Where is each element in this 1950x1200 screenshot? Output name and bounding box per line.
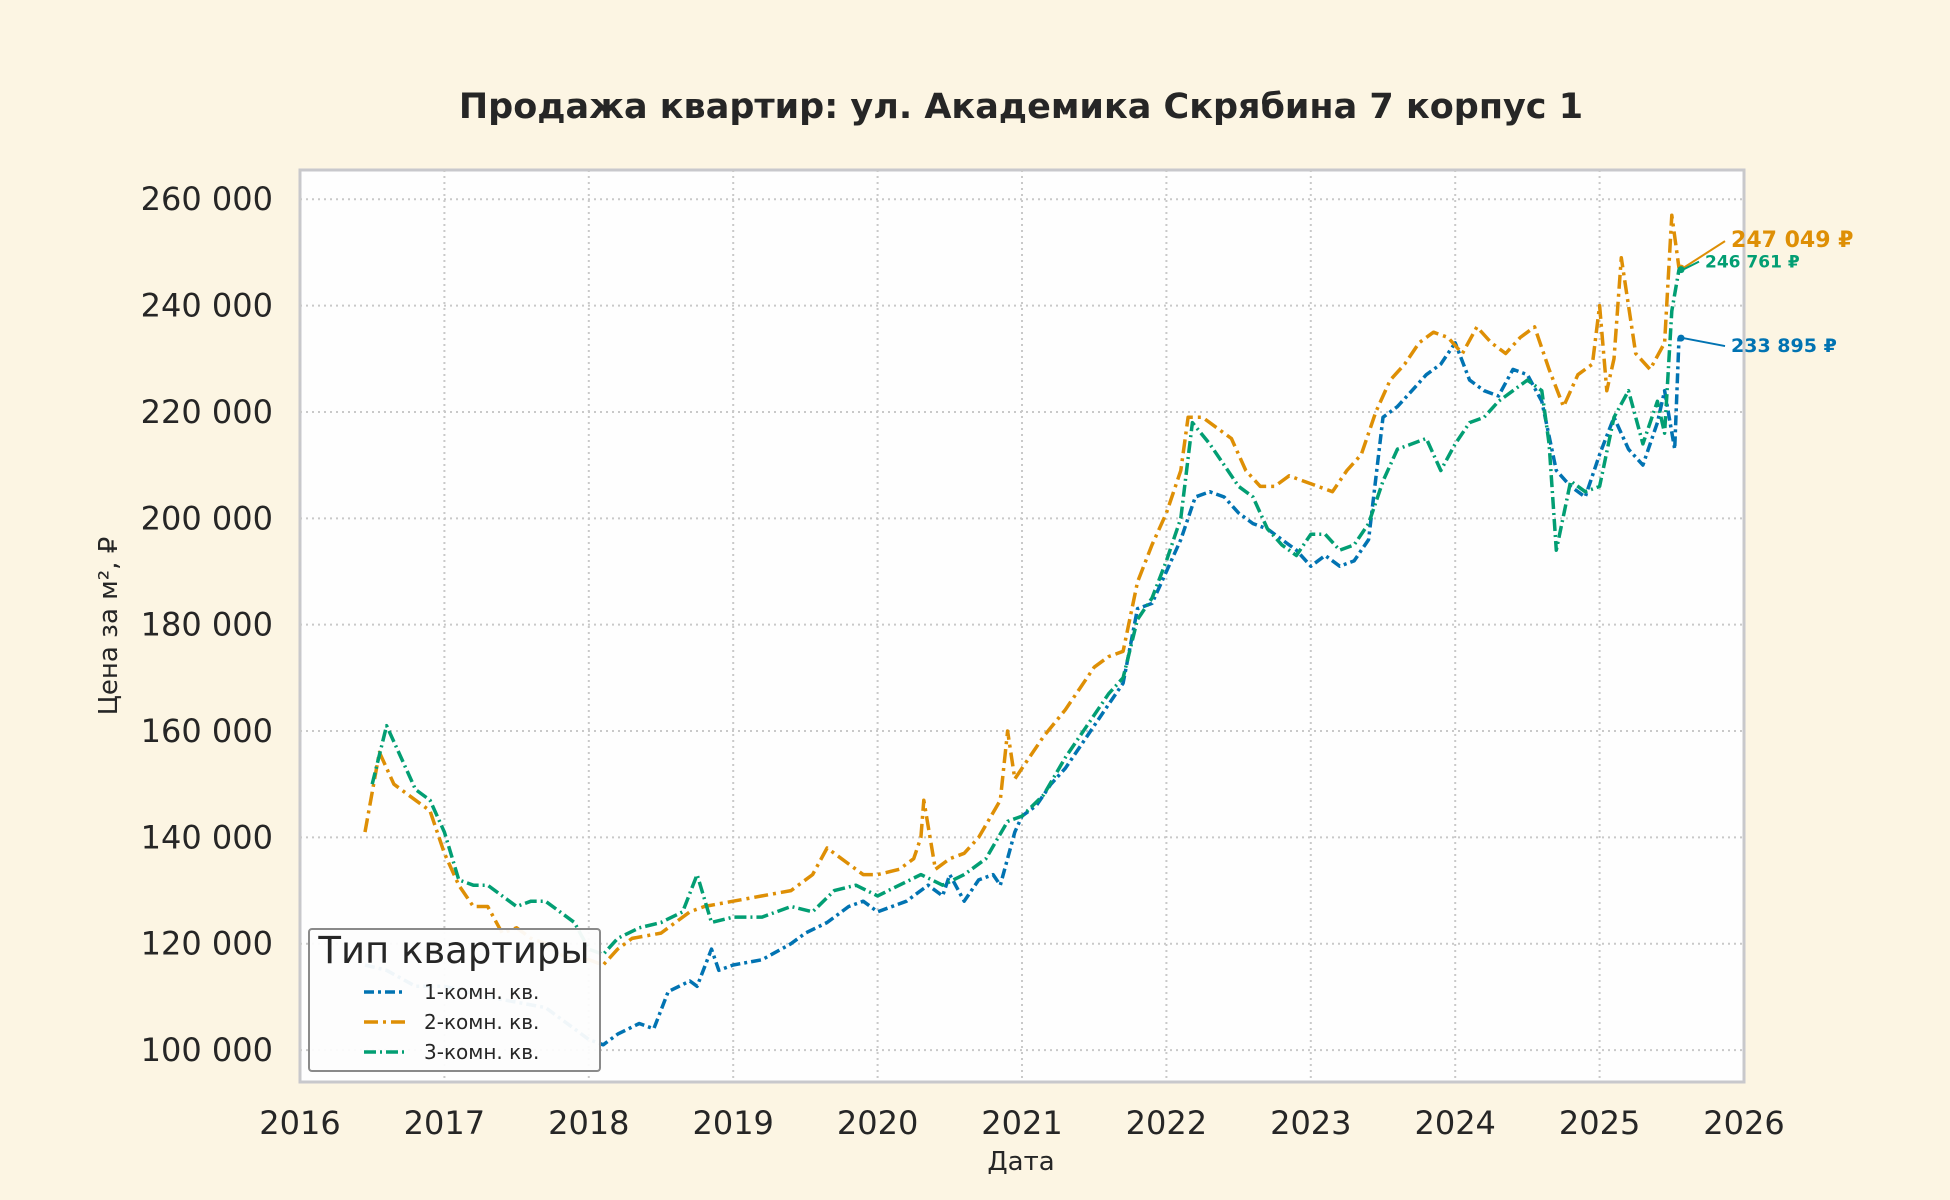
x-tick-label: 2019: [692, 1104, 773, 1142]
end-label-arrow: [1682, 240, 1726, 269]
end-label: 246 761 ₽: [1705, 253, 1800, 273]
x-tick-label: 2026: [1703, 1104, 1784, 1142]
end-labels: 233 895 ₽ 247 049 ₽246 761 ₽: [1677, 228, 1854, 357]
y-tick-label: 140 000: [141, 818, 273, 856]
y-axis-ticks: 100 000 120 000 140 000 160 000 180 000 200 0…: [141, 180, 273, 1069]
y-tick-label: 220 000: [141, 393, 273, 431]
legend-label: 2-комн. кв.: [424, 1010, 539, 1034]
y-tick-label: 200 000: [141, 499, 273, 537]
x-tick-label: 2016: [259, 1104, 340, 1142]
x-axis-ticks: 2016 2017 2018 2019 2020 2021 2022 2023 2024 2025…: [259, 1104, 1784, 1142]
x-tick-label: 2023: [1270, 1104, 1351, 1142]
legend-box: [308, 928, 601, 1072]
chart-title: Продажа квартир: ул. Академика Скрябина …: [459, 87, 1583, 127]
end-point: [1677, 334, 1685, 342]
end-label-arrow: [1682, 337, 1726, 348]
end-label: 247 049 ₽: [1731, 228, 1853, 253]
x-tick-label: 2025: [1559, 1104, 1640, 1142]
y-tick-label: 160 000: [141, 712, 273, 750]
x-axis-title: Дата: [987, 1147, 1054, 1177]
y-tick-label: 100 000: [141, 1031, 273, 1069]
series-line-1: [364, 338, 1681, 1047]
legend-label: 3-комн. кв.: [424, 1040, 539, 1064]
y-tick-label: 260 000: [141, 180, 273, 218]
legend: Тип квартиры 1-комн. кв. 2-комн. кв. 3-ком…: [308, 928, 601, 1072]
y-tick-label: 120 000: [141, 925, 273, 963]
legend-label: 1-комн. кв.: [424, 980, 539, 1004]
x-tick-label: 2017: [404, 1104, 485, 1142]
end-label-arrow: [1682, 260, 1700, 271]
legend-title: Тип квартиры: [317, 929, 589, 972]
y-tick-label: 240 000: [141, 287, 273, 325]
x-tick-label: 2020: [837, 1104, 918, 1142]
series-line-3: [370, 269, 1681, 957]
legend-items: 1-комн. кв. 2-комн. кв. 3-комн. кв.: [364, 980, 539, 1064]
end-point: [1677, 266, 1685, 274]
x-tick-label: 2021: [981, 1104, 1062, 1142]
x-tick-label: 2024: [1414, 1104, 1495, 1142]
x-tick-label: 2018: [548, 1104, 629, 1142]
x-tick-label: 2022: [1126, 1104, 1207, 1142]
y-axis-title: Цена за м², ₽: [94, 537, 124, 716]
end-label: 233 895 ₽: [1731, 335, 1837, 357]
y-tick-label: 180 000: [141, 606, 273, 644]
